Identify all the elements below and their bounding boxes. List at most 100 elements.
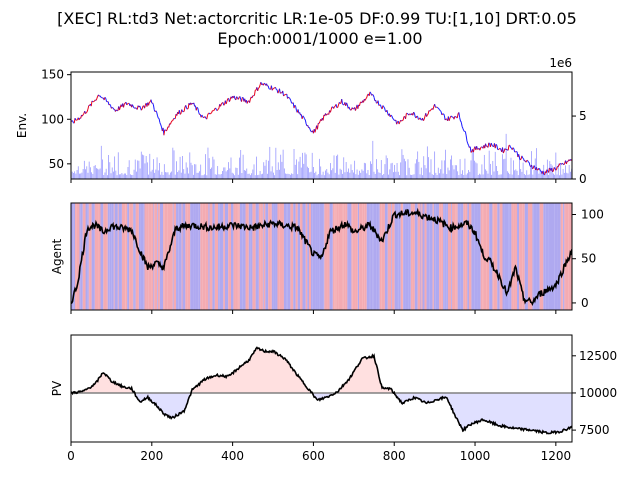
action-stripe [290, 203, 294, 310]
price-segment [426, 114, 428, 117]
action-stripe [300, 203, 303, 310]
action-stripe [144, 203, 147, 310]
action-stripe [178, 203, 179, 310]
price-segment [163, 129, 166, 136]
price-segment [201, 114, 204, 117]
price-segment [423, 116, 426, 120]
x-tick-label: 1000 [460, 449, 491, 463]
price-segment [246, 100, 249, 104]
price-segment [209, 113, 212, 115]
action-stripe [187, 203, 191, 310]
action-stripe [357, 203, 360, 310]
price-segment [502, 151, 505, 154]
action-stripe [239, 203, 243, 310]
price-segment [160, 124, 162, 128]
price-segment [509, 145, 512, 148]
action-stripe [474, 203, 478, 310]
action-stripe [324, 203, 328, 310]
action-stripe [562, 203, 564, 310]
price-segment [135, 107, 137, 109]
price-segment [438, 108, 440, 110]
action-stripe [157, 203, 160, 310]
action-stripe [441, 203, 444, 310]
price-segment [413, 111, 415, 114]
action-stripe [263, 203, 266, 310]
action-stripe [79, 203, 81, 310]
action-stripe [195, 203, 199, 310]
action-stripe [564, 203, 566, 310]
price-segment [542, 170, 545, 175]
action-stripe [219, 203, 223, 310]
price-segment [443, 113, 445, 116]
price-segment [220, 102, 223, 105]
action-stripe [127, 203, 130, 310]
action-stripe [433, 203, 436, 310]
action-stripe [245, 203, 249, 310]
y-tick-label: 10000 [579, 386, 617, 400]
price-segment [158, 118, 161, 123]
action-stripe [132, 203, 134, 310]
price-segment [382, 105, 385, 108]
action-stripe [308, 203, 311, 310]
price-segment [366, 94, 369, 98]
price-segment [498, 148, 500, 150]
action-stripe [529, 203, 533, 310]
action-stripe [235, 203, 238, 310]
price-segment [112, 107, 115, 110]
action-stripe [71, 203, 74, 310]
action-stripe [233, 203, 236, 310]
price-segment [279, 92, 282, 94]
action-stripe [176, 203, 179, 310]
price-segment [134, 107, 136, 109]
price-segment [429, 109, 432, 112]
action-stripe [279, 203, 282, 310]
env-plot-area [71, 81, 572, 179]
action-stripe [273, 203, 276, 310]
action-stripe [178, 203, 182, 310]
action-stripe [471, 203, 475, 310]
action-stripe [554, 203, 558, 310]
price-segment [283, 94, 285, 97]
action-stripe [125, 203, 126, 310]
action-stripe [402, 203, 404, 310]
price-segment [85, 112, 87, 114]
price-segment [297, 109, 300, 114]
action-stripe [486, 203, 490, 310]
price-segment [557, 164, 560, 167]
action-stripe [223, 203, 225, 310]
action-stripe [214, 203, 219, 310]
price-segment [390, 114, 393, 117]
action-stripe [109, 203, 112, 310]
action-stripe [114, 203, 118, 310]
price-segment [326, 113, 329, 115]
action-stripe [106, 203, 108, 310]
price-segment [208, 112, 210, 114]
price-segment [439, 109, 441, 111]
price-segment [81, 114, 84, 117]
price-segment [253, 94, 255, 97]
action-stripe [260, 203, 263, 310]
price-segment [325, 114, 328, 116]
action-stripe [118, 203, 122, 310]
pv-gain-area [71, 347, 572, 393]
x-tick-label: 400 [221, 449, 244, 463]
price-segment [422, 119, 425, 121]
price-segment [364, 98, 367, 101]
action-stripe [173, 203, 177, 310]
x-tick-label: 200 [140, 449, 163, 463]
price-segment [413, 113, 416, 117]
price-segment [273, 87, 275, 89]
action-stripe [372, 203, 374, 310]
price-segment [237, 97, 240, 100]
price-segment [86, 108, 89, 112]
action-stripe [271, 203, 274, 310]
price-segment [236, 96, 238, 99]
pv-plot-area [71, 346, 572, 436]
price-segment [427, 110, 430, 115]
action-stripe [511, 203, 514, 310]
price-segment [525, 160, 528, 163]
price-segment [74, 117, 77, 121]
price-segment [290, 100, 293, 104]
price-segment [225, 101, 228, 105]
price-segment [223, 104, 225, 106]
